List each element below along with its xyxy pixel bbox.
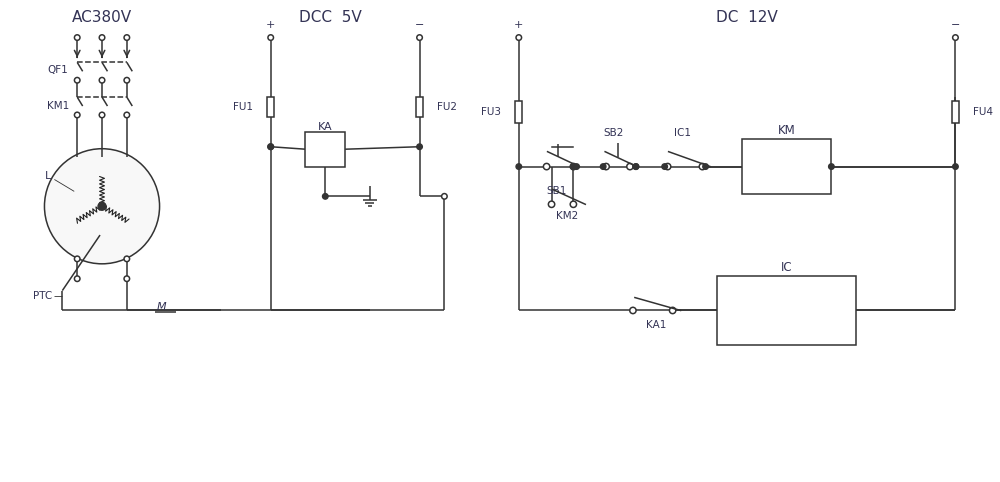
Bar — [416, 97, 423, 117]
Circle shape — [664, 163, 671, 170]
Circle shape — [953, 35, 958, 40]
Circle shape — [74, 112, 80, 118]
Circle shape — [630, 308, 636, 314]
Circle shape — [662, 164, 667, 169]
Circle shape — [124, 78, 130, 83]
Circle shape — [699, 163, 706, 170]
Circle shape — [571, 164, 576, 169]
Text: KM2: KM2 — [556, 211, 579, 221]
Circle shape — [124, 276, 130, 281]
Bar — [267, 97, 274, 117]
Text: SB1: SB1 — [546, 187, 567, 196]
Text: AC380V: AC380V — [72, 10, 132, 25]
Circle shape — [669, 308, 676, 314]
Circle shape — [543, 163, 550, 170]
Text: DCC  5V: DCC 5V — [299, 10, 362, 25]
Text: SB2: SB2 — [603, 128, 623, 138]
Circle shape — [268, 144, 273, 149]
Circle shape — [44, 149, 160, 264]
Bar — [515, 101, 522, 123]
Bar — [717, 276, 856, 345]
Bar — [305, 132, 345, 167]
Text: KA1: KA1 — [646, 321, 666, 330]
Circle shape — [74, 35, 80, 40]
Text: KM1: KM1 — [47, 101, 70, 111]
Circle shape — [570, 163, 577, 170]
Text: DC  12V: DC 12V — [716, 10, 778, 25]
Bar — [952, 101, 959, 123]
Circle shape — [99, 112, 105, 118]
Circle shape — [633, 164, 639, 169]
Text: L: L — [44, 172, 51, 182]
Circle shape — [516, 164, 522, 169]
Text: KM: KM — [778, 124, 796, 137]
Circle shape — [417, 35, 422, 40]
Circle shape — [603, 163, 609, 170]
Circle shape — [548, 201, 555, 207]
Text: FU2: FU2 — [437, 102, 457, 112]
Circle shape — [74, 78, 80, 83]
Circle shape — [268, 35, 273, 40]
Text: FU4: FU4 — [973, 107, 993, 117]
Circle shape — [124, 112, 130, 118]
Circle shape — [703, 164, 708, 169]
Circle shape — [99, 35, 105, 40]
Text: KA: KA — [318, 122, 333, 132]
Text: IC: IC — [781, 261, 793, 274]
Circle shape — [600, 164, 606, 169]
Text: M: M — [157, 303, 166, 312]
Circle shape — [74, 256, 80, 262]
Text: FU3: FU3 — [481, 107, 501, 117]
Circle shape — [323, 194, 328, 199]
Bar — [742, 139, 831, 194]
Text: IC1: IC1 — [674, 128, 691, 138]
Text: PTC: PTC — [33, 291, 52, 301]
Circle shape — [124, 256, 130, 262]
Text: −: − — [415, 20, 424, 30]
Circle shape — [442, 194, 447, 199]
Circle shape — [417, 144, 422, 149]
Circle shape — [627, 163, 633, 170]
Circle shape — [98, 202, 106, 210]
Circle shape — [570, 201, 577, 207]
Text: QF1: QF1 — [47, 66, 68, 75]
Text: +: + — [514, 20, 523, 30]
Circle shape — [124, 35, 130, 40]
Text: +: + — [266, 20, 275, 30]
Circle shape — [574, 164, 579, 169]
Circle shape — [516, 35, 522, 40]
Text: −: − — [951, 20, 960, 30]
Circle shape — [953, 164, 958, 169]
Circle shape — [99, 78, 105, 83]
Text: FU1: FU1 — [233, 102, 253, 112]
Circle shape — [74, 276, 80, 281]
Circle shape — [268, 144, 273, 149]
Circle shape — [633, 164, 639, 169]
Circle shape — [829, 164, 834, 169]
